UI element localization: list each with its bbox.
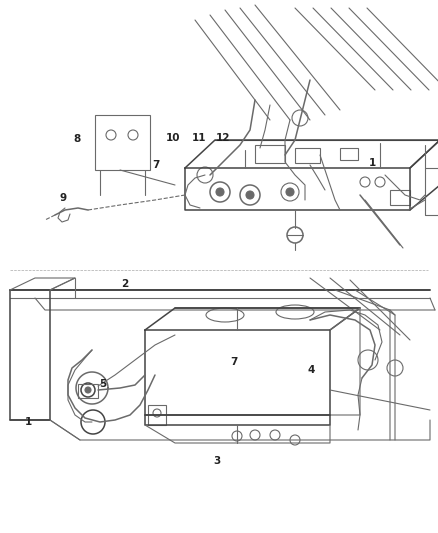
Circle shape: [286, 188, 294, 196]
Text: 5: 5: [99, 379, 106, 389]
Text: 11: 11: [192, 133, 207, 142]
Text: 10: 10: [166, 133, 180, 142]
Bar: [390, 190, 410, 205]
Bar: [340, 148, 358, 160]
Text: 9: 9: [60, 193, 67, 203]
Circle shape: [246, 191, 254, 199]
Text: 1: 1: [369, 158, 376, 167]
Circle shape: [216, 188, 224, 196]
Text: 7: 7: [152, 160, 159, 170]
Bar: [255, 145, 285, 163]
Text: 7: 7: [231, 358, 238, 367]
Text: 2: 2: [121, 279, 128, 289]
Text: 12: 12: [216, 133, 231, 142]
Bar: [95, 115, 150, 170]
Text: 8: 8: [73, 134, 80, 143]
Bar: [78, 384, 98, 398]
Text: 1: 1: [25, 417, 32, 427]
Text: 3: 3: [213, 456, 220, 466]
Text: 4: 4: [307, 366, 314, 375]
Bar: [148, 405, 166, 425]
Bar: [295, 148, 320, 163]
Circle shape: [85, 387, 91, 393]
